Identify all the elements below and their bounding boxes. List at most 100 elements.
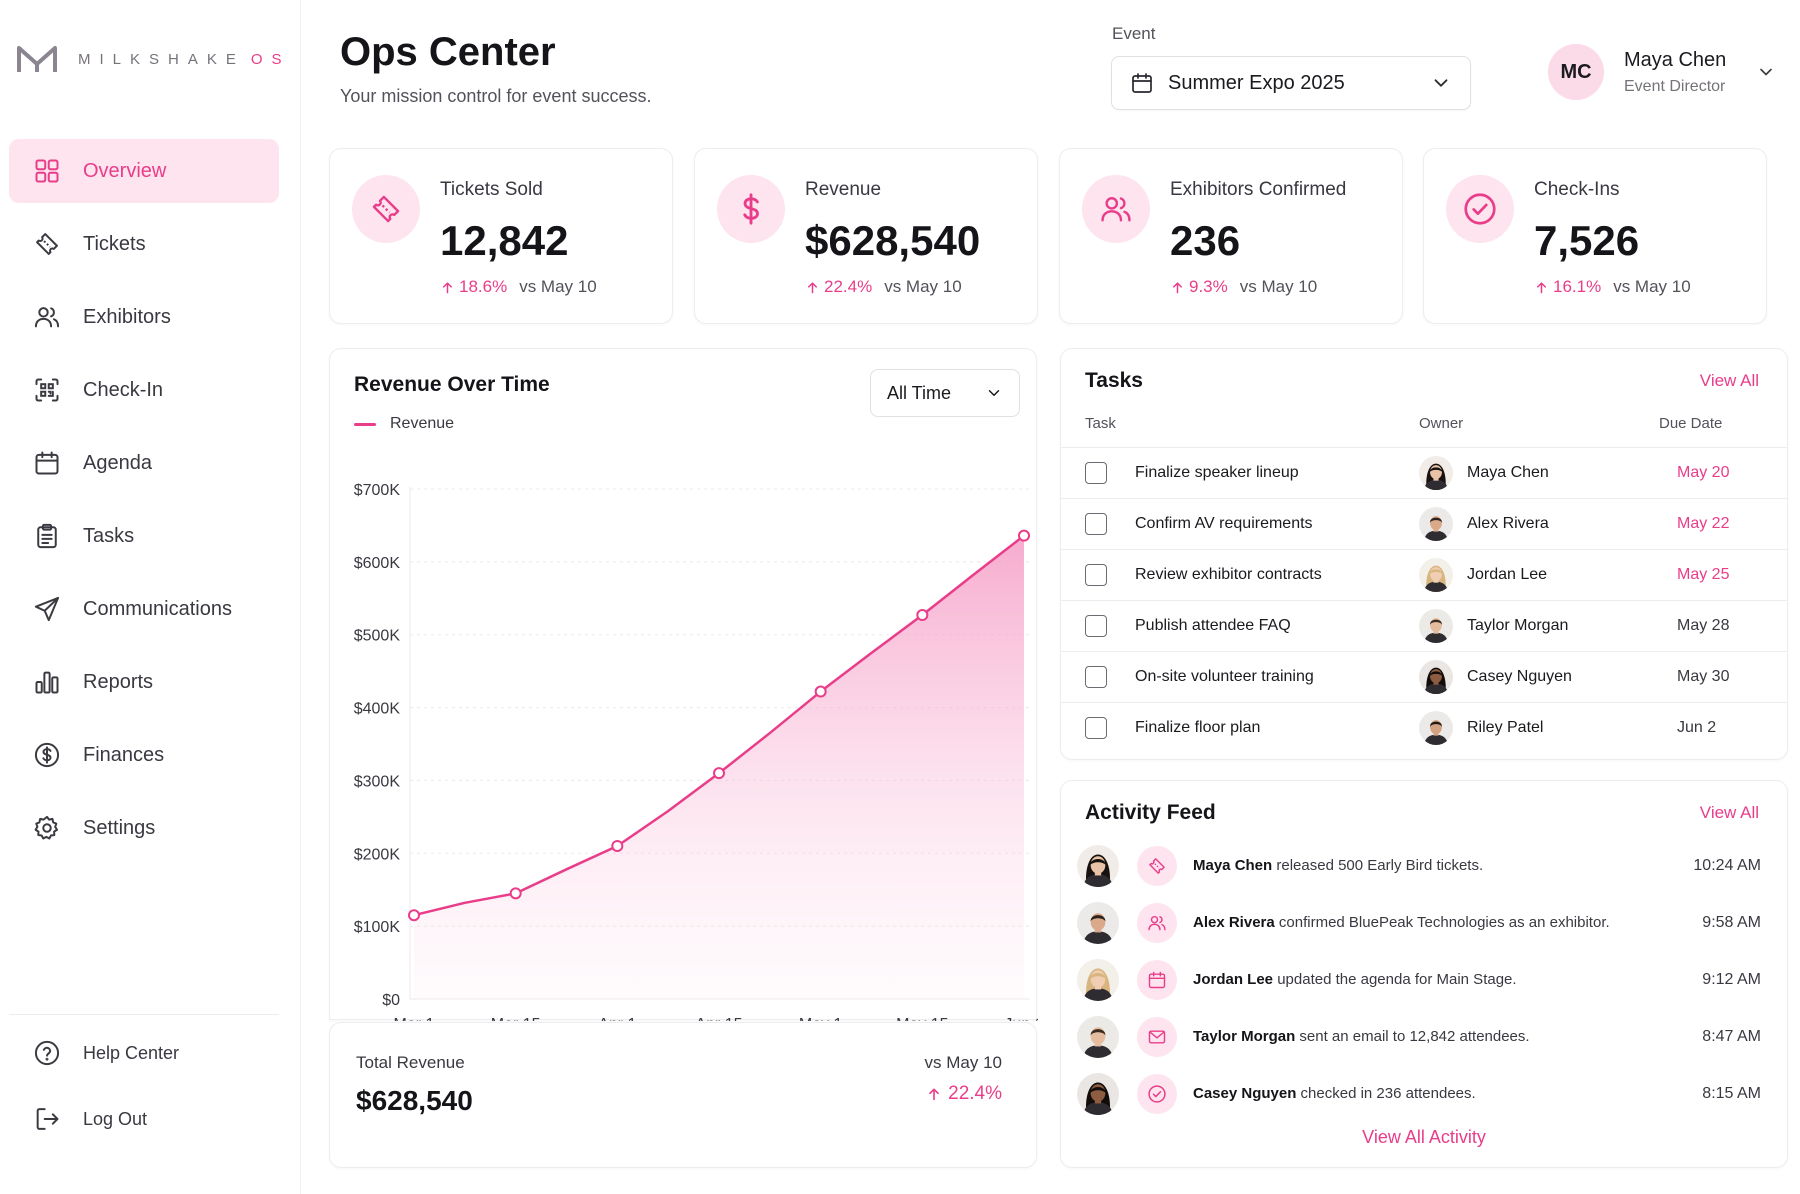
arrow-up-icon: [805, 280, 820, 295]
sidebar-item-label: Log Out: [83, 1108, 148, 1129]
logout-icon: [31, 1103, 63, 1135]
task-checkbox[interactable]: [1085, 462, 1107, 484]
chevron-down-icon: [1756, 62, 1776, 82]
stat-delta-value: 22.4%: [824, 277, 873, 296]
arrow-up-icon: [440, 280, 455, 295]
activity-time: 8:15 AM: [1702, 1084, 1761, 1102]
arrow-up-icon: [1170, 280, 1185, 295]
stat-card-check-ins[interactable]: Check-Ins 7,526 16.1% vs May 10: [1423, 148, 1767, 324]
sidebar-item-help-center[interactable]: Help Center: [9, 1023, 279, 1083]
page-title: Ops Center: [340, 30, 556, 74]
task-checkbox[interactable]: [1085, 615, 1107, 637]
stat-card-revenue[interactable]: Revenue $628,540 22.4% vs May 10: [694, 148, 1038, 324]
owner-name: Maya Chen: [1467, 464, 1549, 481]
avatar: [1419, 507, 1453, 541]
total-revenue-compare: vs May 10: [924, 1053, 1002, 1072]
clipboard-icon: [31, 520, 63, 552]
user-menu[interactable]: MC Maya Chen Event Director: [1548, 44, 1776, 100]
time-range-select[interactable]: All Time: [870, 369, 1020, 417]
tasks-table: Finalize speaker lineup Maya Chen May 20…: [1061, 447, 1787, 753]
task-checkbox[interactable]: [1085, 513, 1107, 535]
calendar-icon: [31, 447, 63, 479]
task-checkbox[interactable]: [1085, 717, 1107, 739]
list-item[interactable]: Casey Nguyen checked in 236 attendees. 8…: [1061, 1065, 1787, 1122]
sidebar-item-settings[interactable]: Settings: [9, 796, 279, 860]
y-tick-label: $600K: [354, 555, 401, 572]
sidebar-item-exhibitors[interactable]: Exhibitors: [9, 285, 279, 349]
total-revenue-delta: 22.4%: [926, 1083, 1002, 1105]
table-row[interactable]: Confirm AV requirements Alex Rivera May …: [1061, 498, 1787, 549]
task-name: Finalize speaker lineup: [1135, 464, 1299, 481]
data-point: [509, 887, 522, 900]
avatar: [1077, 1015, 1119, 1058]
column-header-task: Task: [1085, 415, 1116, 432]
task-due-date: May 30: [1677, 668, 1730, 685]
sidebar-item-agenda[interactable]: Agenda: [9, 431, 279, 495]
sidebar-item-log-out[interactable]: Log Out: [9, 1089, 279, 1149]
sidebar-item-reports[interactable]: Reports: [9, 650, 279, 714]
brand-logo[interactable]: MILKSHAKE OS: [16, 44, 291, 74]
list-item[interactable]: Alex Rivera confirmed BluePeak Technolog…: [1061, 894, 1787, 951]
owner-name: Casey Nguyen: [1467, 668, 1572, 685]
task-due-date: May 25: [1677, 566, 1730, 583]
avatar: [1077, 844, 1119, 887]
activity-actor: Jordan Lee: [1193, 971, 1274, 988]
check-circle-icon: [1137, 1073, 1177, 1114]
sidebar-item-label: Exhibitors: [83, 305, 171, 328]
task-checkbox[interactable]: [1085, 564, 1107, 586]
table-row[interactable]: Publish attendee FAQ Taylor Morgan May 2…: [1061, 600, 1787, 651]
task-due-date: May 20: [1677, 464, 1730, 481]
stat-delta-value: 18.6%: [459, 277, 508, 296]
sidebar-item-communications[interactable]: Communications: [9, 577, 279, 641]
stat-card-exhibitors-confirmed[interactable]: Exhibitors Confirmed 236 9.3% vs May 10: [1059, 148, 1403, 324]
task-owner: Casey Nguyen: [1419, 660, 1572, 694]
view-all-activity-link[interactable]: View All Activity: [1362, 1127, 1486, 1147]
stat-label: Check-Ins: [1534, 179, 1620, 200]
task-owner: Jordan Lee: [1419, 558, 1547, 592]
event-select[interactable]: Summer Expo 2025: [1111, 56, 1471, 110]
sidebar-item-tasks[interactable]: Tasks: [9, 504, 279, 568]
data-point: [1018, 529, 1030, 542]
sidebar-item-label: Tasks: [83, 524, 135, 547]
activity-description: released 500 Early Bird tickets.: [1276, 857, 1484, 874]
y-tick-label: $400K: [354, 701, 401, 718]
user-name: Maya Chen: [1624, 48, 1727, 71]
users-icon: [31, 301, 63, 333]
x-tick-label: Mar 1: [394, 1016, 435, 1021]
tasks-card: Tasks View All Task Owner Due Date Final…: [1060, 348, 1788, 760]
revenue-area: [414, 535, 1024, 999]
dollar-circle-icon: [31, 739, 63, 771]
users-icon: [1137, 902, 1177, 943]
y-tick-label: $700K: [354, 482, 401, 499]
sidebar-item-check-in[interactable]: Check-In: [9, 358, 279, 422]
list-item[interactable]: Maya Chen released 500 Early Bird ticket…: [1061, 837, 1787, 894]
avatar: [1419, 558, 1453, 592]
table-row[interactable]: Finalize floor plan Riley Patel Jun 2: [1061, 702, 1787, 753]
task-name: Review exhibitor contracts: [1135, 566, 1322, 583]
data-point: [713, 767, 725, 780]
x-tick-label: Apr 15: [695, 1016, 742, 1021]
activity-actor: Taylor Morgan: [1193, 1028, 1296, 1045]
activity-actor: Alex Rivera: [1193, 914, 1275, 931]
table-row[interactable]: On-site volunteer training Casey Nguyen …: [1061, 651, 1787, 702]
table-row[interactable]: Finalize speaker lineup Maya Chen May 20: [1061, 447, 1787, 498]
list-item[interactable]: Taylor Morgan sent an email to 12,842 at…: [1061, 1008, 1787, 1065]
activity-view-all-link[interactable]: View All: [1699, 803, 1759, 822]
stat-value: 12,842: [440, 217, 569, 264]
sidebar-item-tickets[interactable]: Tickets: [9, 212, 279, 276]
task-owner: Riley Patel: [1419, 711, 1543, 745]
sidebar-item-finances[interactable]: Finances: [9, 723, 279, 787]
tasks-view-all-link[interactable]: View All: [1699, 371, 1759, 390]
avatar: [1419, 711, 1453, 745]
activity-time: 9:12 AM: [1702, 970, 1761, 988]
sidebar-item-overview[interactable]: Overview: [9, 139, 279, 203]
stat-card-tickets-sold[interactable]: Tickets Sold 12,842 18.6% vs May 10: [329, 148, 673, 324]
list-item[interactable]: Jordan Lee updated the agenda for Main S…: [1061, 951, 1787, 1008]
sidebar-item-label: Agenda: [83, 451, 152, 474]
table-row[interactable]: Review exhibitor contracts Jordan Lee Ma…: [1061, 549, 1787, 600]
data-point: [814, 685, 827, 698]
activity-time: 9:58 AM: [1702, 913, 1761, 931]
ticket-icon: [31, 228, 63, 260]
task-due-date: Jun 2: [1677, 719, 1717, 736]
task-checkbox[interactable]: [1085, 666, 1107, 688]
